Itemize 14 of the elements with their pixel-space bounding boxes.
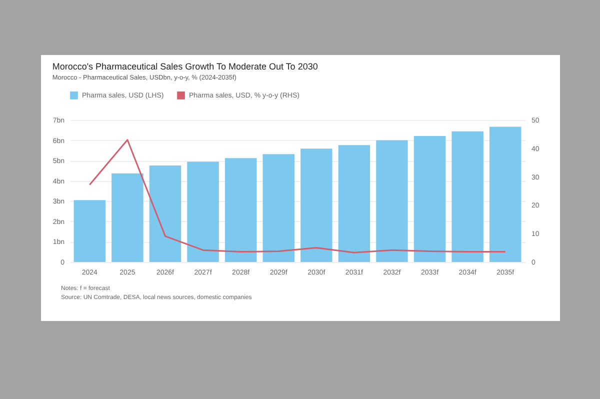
bar [452, 131, 484, 262]
bar [489, 126, 522, 262]
bar [338, 145, 370, 262]
bar [224, 158, 257, 262]
bar [149, 165, 182, 262]
bar [300, 148, 332, 262]
chart-title: Morocco's Pharmaceutical Sales Growth To Moderate Out To 2030 [52, 62, 318, 72]
bar [414, 136, 446, 262]
bar [74, 200, 106, 262]
line-series [88, 139, 506, 254]
bar [187, 162, 219, 262]
bar [376, 140, 408, 262]
bar [262, 154, 294, 262]
bar [112, 173, 144, 262]
